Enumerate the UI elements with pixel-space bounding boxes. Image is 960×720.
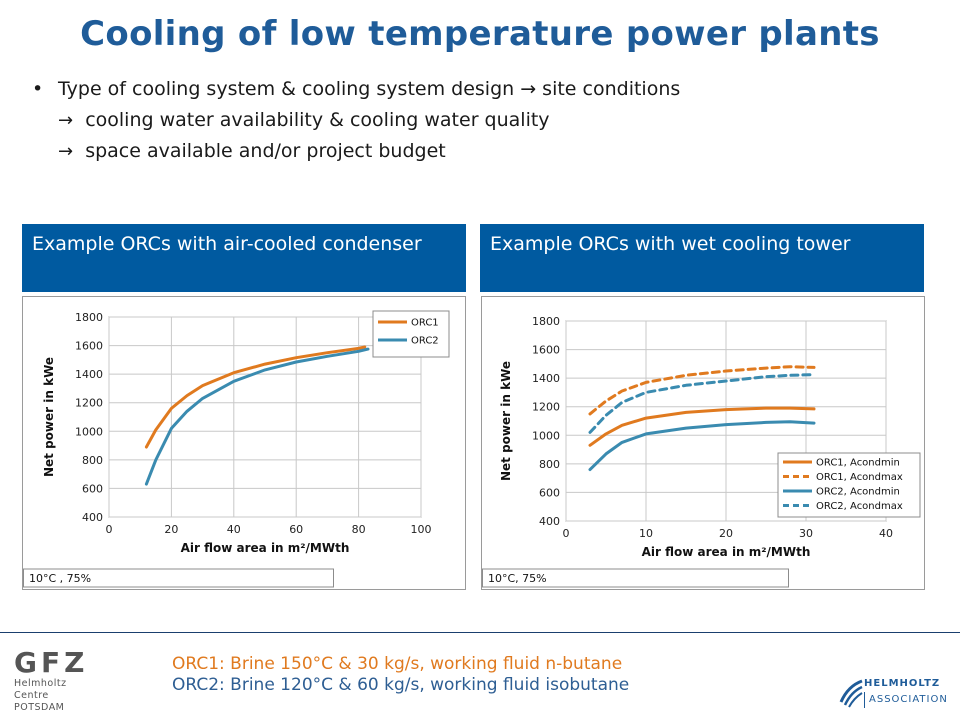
- arrow-icon: →: [58, 141, 74, 162]
- y-tick-label: 800: [539, 458, 560, 471]
- chart-note: 10°C, 75%: [488, 572, 547, 585]
- series-line: [588, 406, 816, 447]
- y-tick-label: 400: [539, 515, 560, 528]
- series-line: [144, 345, 367, 449]
- y-tick-label: 1000: [532, 429, 560, 442]
- gfz-logo-line1: Helmholtz Centre: [14, 678, 67, 701]
- chart-note-box: [23, 568, 334, 588]
- footer-lead-orc2: ORC2:: [172, 675, 225, 695]
- series-line: [588, 373, 816, 434]
- legend-box: [777, 452, 921, 518]
- footer-line-orc2: ORC2: Brine 120°C & 60 kg/s, working flu…: [172, 675, 629, 696]
- x-tick-label: 20: [164, 523, 178, 536]
- legend-label: ORC1, Acondmin: [816, 458, 900, 469]
- legend-label: ORC2: [411, 336, 439, 347]
- gfz-logo-line2: POTSDAM: [14, 702, 65, 713]
- helmholtz-logo-line1: HELMHOLTZ: [864, 678, 941, 689]
- chart-note: 10°C , 75%: [29, 572, 91, 585]
- legend-label: ORC2, Acondmax: [816, 501, 903, 512]
- sub-line: → cooling water availability & cooling w…: [32, 105, 680, 136]
- y-tick-label: 1600: [75, 340, 103, 353]
- x-tick-label: 60: [289, 523, 303, 536]
- y-tick-label: 1000: [75, 425, 103, 438]
- series-line: [588, 365, 816, 416]
- x-tick-label: 30: [799, 527, 813, 540]
- x-tick-label: 10: [639, 527, 653, 540]
- y-tick-label: 1400: [532, 372, 560, 385]
- legend-label: ORC2, Acondmin: [816, 487, 900, 498]
- chart-svg-wet-cooling: 400 600 800 1000 1200 1400 1600 1800 0 10 20 30 40 Ai…: [482, 315, 921, 588]
- y-axis-label: Net power in kWe: [42, 357, 56, 477]
- y-tick-label: 1200: [75, 397, 103, 410]
- chart-svg-air-cooled: 400 600 800 1000 1200 1400 1600 1800 0 20 40 60 80 10…: [23, 310, 450, 588]
- y-tick-label: 1400: [75, 368, 103, 381]
- bullet-item: • Type of cooling system & cooling system…: [32, 74, 680, 105]
- chart-wet-cooling: 400 600 800 1000 1200 1400 1600 1800 0 10 20 30 40 Ai…: [481, 296, 925, 590]
- helmholtz-logo: HELMHOLTZ ASSOCIATION: [838, 676, 948, 710]
- x-axis-label: Air flow area in m²/MWth: [642, 545, 811, 559]
- footer-text-orc1: Brine 150°C & 30 kg/s, working fluid n-b…: [224, 654, 623, 674]
- y-tick-label: 600: [82, 482, 103, 495]
- helmholtz-logo-line2: ASSOCIATION: [869, 694, 948, 705]
- panel-header-wet-cooling: Example ORCs with wet cooling tower: [480, 224, 924, 292]
- helmholtz-logo-bar: [864, 692, 865, 708]
- sub-line-text: cooling water availability & cooling wat…: [85, 109, 550, 131]
- series-line: [588, 420, 816, 472]
- x-tick-label: 0: [106, 523, 113, 536]
- y-tick-label: 800: [82, 454, 103, 467]
- legend-label: ORC1, Acondmax: [816, 472, 903, 483]
- footer-notes: ORC1: Brine 150°C & 30 kg/s, working flu…: [172, 654, 629, 696]
- footer-text-orc2: Brine 120°C & 60 kg/s, working fluid iso…: [224, 675, 630, 695]
- x-tick-label: 40: [227, 523, 241, 536]
- legend-box: [372, 310, 450, 358]
- sub-line: → space available and/or project budget: [32, 136, 680, 167]
- y-axis-label: Net power in kWe: [499, 361, 513, 481]
- arrow-icon: →: [58, 110, 74, 131]
- panel-header-air-cooled: Example ORCs with air-cooled condenser: [22, 224, 466, 292]
- chart-note-box: [482, 568, 789, 588]
- y-tick-label: 1800: [532, 315, 560, 328]
- x-tick-label: 80: [352, 523, 366, 536]
- x-tick-label: 0: [563, 527, 570, 540]
- chart-air-cooled: 400 600 800 1000 1200 1400 1600 1800 0 20 40 60 80 10…: [22, 296, 466, 590]
- slide-title: Cooling of low temperature power plants: [80, 14, 880, 54]
- x-tick-label: 20: [719, 527, 733, 540]
- footer-lead-orc1: ORC1:: [172, 654, 225, 674]
- x-axis-label: Air flow area in m²/MWth: [181, 541, 350, 555]
- y-tick-label: 1800: [75, 311, 103, 324]
- footer-divider: [0, 632, 960, 633]
- legend-label: ORC1: [411, 318, 439, 329]
- footer-line-orc1: ORC1: Brine 150°C & 30 kg/s, working flu…: [172, 654, 629, 675]
- y-tick-label: 1600: [532, 344, 560, 357]
- y-tick-label: 600: [539, 486, 560, 499]
- bullet-dot-icon: •: [32, 78, 44, 100]
- y-tick-label: 1200: [532, 401, 560, 414]
- gfz-logo-mark: GFZ: [14, 646, 89, 679]
- sub-line-text: space available and/or project budget: [85, 140, 446, 162]
- helmholtz-swoosh-icon: [839, 679, 863, 708]
- y-tick-label: 400: [82, 511, 103, 524]
- plot-area: [108, 316, 422, 518]
- x-tick-label: 100: [411, 523, 432, 536]
- bullet-list: • Type of cooling system & cooling system…: [32, 74, 680, 167]
- gfz-logo: GFZ Helmholtz Centre POTSDAM: [14, 648, 98, 714]
- bullet-text: Type of cooling system & cooling system …: [58, 78, 681, 100]
- x-tick-label: 40: [879, 527, 893, 540]
- series-line: [144, 347, 370, 486]
